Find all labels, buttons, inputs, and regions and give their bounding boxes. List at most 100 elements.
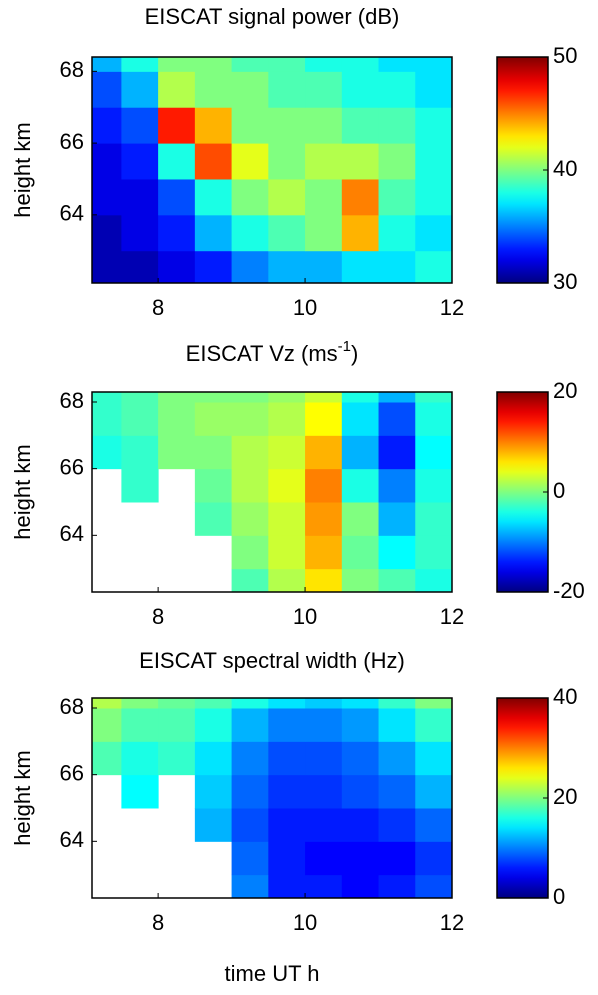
heatmap-cell [231, 178, 269, 216]
heatmap-cell [305, 143, 343, 180]
heatmap-cell [415, 741, 452, 776]
heatmap [92, 698, 452, 898]
heatmap-cell [415, 143, 452, 180]
heatmap-cell [158, 402, 196, 436]
heatmap-cell [415, 874, 452, 898]
heatmap-cell [305, 774, 343, 809]
heatmap-cell [341, 502, 380, 536]
heatmap-cell [415, 250, 452, 283]
heatmap-cell [378, 71, 416, 108]
heatmap-cell [378, 178, 416, 216]
heatmap-cell [415, 392, 452, 403]
heatmap-cell [341, 708, 380, 742]
heatmap-cell [194, 402, 233, 436]
heatmap-cell [341, 402, 380, 436]
heatmap-cell [121, 71, 159, 108]
heatmap-cell [305, 402, 343, 436]
heatmap-cell [194, 107, 233, 144]
heatmap-cell [378, 535, 416, 570]
title-text: EISCAT signal power (dB) [145, 4, 400, 29]
heatmap-cell [92, 178, 122, 216]
x-tick-label: 12 [440, 295, 464, 320]
heatmap-cell [378, 502, 416, 536]
heatmap-cell [378, 741, 416, 776]
colorbar-tick-label: 40 [553, 684, 577, 709]
heatmap-cell [268, 708, 306, 742]
heatmap-cell [415, 402, 452, 436]
heatmap-cell [305, 568, 343, 592]
colorbar [496, 56, 549, 284]
heatmap-cell [268, 808, 306, 842]
heatmap-cell [268, 71, 306, 108]
heatmap-cell [305, 841, 343, 876]
heatmap-cell [341, 468, 380, 503]
heatmap-cell [268, 535, 306, 570]
colorbar-tick-label: 0 [553, 478, 565, 503]
y-tick-label: 68 [60, 57, 84, 82]
heatmap-cell [121, 468, 159, 503]
colorbar-tick-label: 20 [553, 784, 577, 809]
colorbar-tick-label: 0 [553, 884, 565, 909]
heatmap-cell [231, 502, 269, 536]
heatmap-cell [121, 57, 159, 72]
heatmap-cell [194, 250, 233, 283]
colorbar-tick-label: 40 [553, 156, 577, 181]
heatmap-cell [231, 468, 269, 503]
x-tick-label: 8 [152, 604, 164, 629]
heatmap-cell [341, 57, 380, 72]
x-tick-label: 10 [293, 604, 317, 629]
heatmap-cell [415, 178, 452, 216]
x-tick-label: 8 [152, 910, 164, 935]
heatmap-cell [305, 698, 343, 709]
heatmap-cell [121, 178, 159, 216]
heatmap-cell [194, 214, 233, 252]
heatmap-cell [158, 57, 196, 72]
heatmap-cell [158, 392, 196, 403]
heatmap-cell [378, 841, 416, 876]
heatmap-cell [378, 468, 416, 503]
heatmap-cell [194, 741, 233, 776]
heatmap-cell [231, 841, 269, 876]
heatmap-cell [305, 808, 343, 842]
heatmap-cell [305, 178, 343, 216]
heatmap-cell [415, 71, 452, 108]
plot-frame [91, 697, 453, 899]
heatmap-cell [231, 808, 269, 842]
heatmap-cell [341, 107, 380, 144]
heatmap-cell [415, 502, 452, 536]
y-axis-label: height km [10, 750, 35, 845]
heatmap-cell [194, 502, 233, 536]
heatmap-cell [231, 774, 269, 809]
heatmap-cell [341, 178, 380, 216]
heatmap [92, 57, 452, 283]
heatmap-cell [341, 874, 380, 898]
heatmap-cell [378, 874, 416, 898]
title-superscript: -1 [338, 338, 351, 355]
heatmap-cell [92, 708, 122, 742]
heatmap-cell [341, 841, 380, 876]
heatmap-cell [158, 708, 196, 742]
heatmap-cell [378, 214, 416, 252]
heatmap-cell [378, 250, 416, 283]
heatmap-cell [378, 392, 416, 403]
heatmap-cell [341, 808, 380, 842]
heatmap-cell [158, 698, 196, 709]
heatmap-cell [231, 535, 269, 570]
heatmap-cell [231, 143, 269, 180]
heatmap-cell [121, 698, 159, 709]
heatmap-cell [231, 214, 269, 252]
heatmap-cell [231, 698, 269, 709]
heatmap-cell [341, 535, 380, 570]
heatmap-cell [268, 568, 306, 592]
heatmap-cell [194, 808, 233, 842]
title-suffix: ) [351, 341, 358, 366]
heatmap-cell [415, 435, 452, 470]
heatmap-cell [341, 741, 380, 776]
panel-title: EISCAT spectral width (Hz) [139, 648, 405, 673]
heatmap-cell [231, 708, 269, 742]
heatmap-cell [305, 502, 343, 536]
plot-frame [91, 56, 453, 284]
heatmap-cell [92, 402, 122, 436]
heatmap-cell [92, 250, 122, 283]
heatmap-cell [378, 435, 416, 470]
